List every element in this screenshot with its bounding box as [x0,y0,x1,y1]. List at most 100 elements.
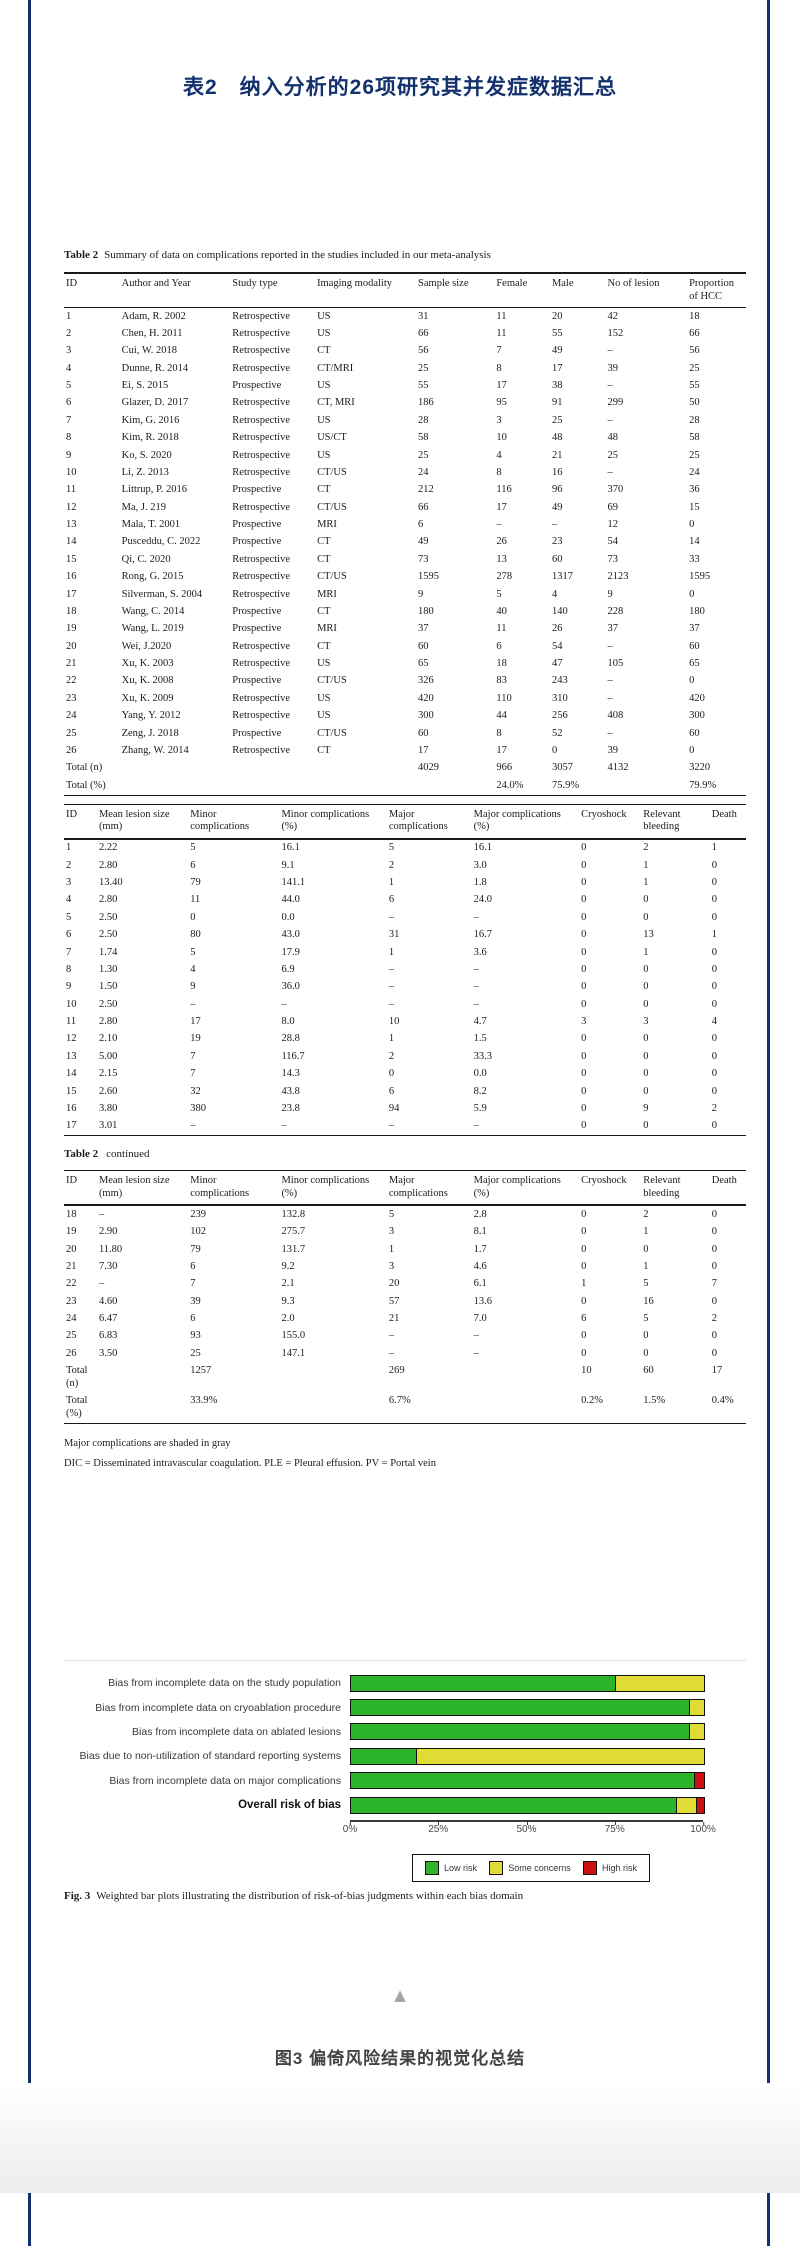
table-cell: 25 [551,414,563,426]
complications-table-body: 1 2.22 5 16.1 5 16.1 0 2 1 2 2.80 6 9.1 2 3.0 0 1 0 3 13.40… [64,839,746,1136]
table-cell: CT/US [317,466,347,478]
complications-table: ID Mean lesion size (mm) Minor complicatio… [64,803,746,1137]
table-row: 17 Silverman, S. 2004 Retrospective MRI 9 5 4 9… [64,586,746,603]
table-cell: 0 [190,911,196,923]
column-header: ID [64,804,97,840]
table-cell: 7 [66,414,72,426]
table-cell: 12 [66,501,77,513]
table-cell: 11.80 [98,1243,123,1255]
figure3-caption-label: Fig. 3 [64,1890,91,1902]
table-cell: CT/US [317,501,347,513]
table-cell [279,1393,386,1423]
table2-continued-bold: Table 2 [64,1148,99,1161]
table-cell: 37 [418,623,429,635]
table-cell: 17 [496,744,507,756]
figure3-caption: Fig. 3 Weighted bar plots illustrating th… [64,1889,746,1903]
table-cell: 6.7% [388,1395,411,1407]
bar-segment [416,1748,704,1764]
table-cell: Rong, G. 2015 [121,571,184,583]
column-header: Major complications (%) [471,1170,580,1207]
table-row: Total (n) 4029 966 3057 4132 3220 [64,760,746,777]
table-cell: – [190,998,196,1010]
table-cell: Retrospective [232,310,291,322]
table-cell: 16.1 [473,842,493,854]
table-cell: Ei, S. 2015 [121,380,169,392]
table-cell: 4 [190,963,196,975]
table-cell: 6.47 [98,1313,118,1325]
table-cell: 0 [581,1208,587,1220]
table-cell [315,760,416,777]
table-cell: 2.50 [98,998,118,1010]
table-cell: 140 [551,605,568,617]
collapse-up-icon[interactable]: ▲ [0,1986,800,2004]
table-row: 24 Yang, Y. 2012 Retrospective US 300 44 256 40… [64,708,746,725]
table-cell: 20 [388,1278,400,1290]
table-cell: 0 [643,1330,649,1342]
table-cell: Prospective [232,519,282,531]
table-cell: 5 [388,842,395,854]
table-cell: 9 [66,981,72,993]
table-cell: 6.83 [98,1330,118,1342]
table-cell: 1595 [689,571,711,583]
table-cell: 28 [418,414,429,426]
stacked-bar [350,1796,705,1814]
table-cell: Li, Z. 2013 [121,466,169,478]
table-cell: 152 [607,327,624,339]
axis-tick-label: 100% [690,1822,716,1836]
table-cell: 2 [711,1313,717,1325]
table-cell: 54 [607,536,619,548]
table-row: 24 6.47 6 2.0 21 7.0 6 5 2 [64,1311,746,1328]
table-cell: Wang, L. 2019 [121,623,184,635]
table-cell: 6 [66,929,72,941]
table-cell: 7.30 [98,1260,118,1272]
table-cell: 0 [581,963,587,975]
table-cell: 1595 [418,571,440,583]
table-cell: US/CT [317,432,347,444]
table-cell: 0 [581,1085,587,1097]
table-cell: CT [317,536,331,548]
table-cell: 1 [388,877,395,889]
table-cell: 3 [496,414,502,426]
chart-category-label: Bias from incomplete data on the study p… [108,1677,341,1690]
table-cell: Ko, S. 2020 [121,449,172,461]
table-cell [315,777,416,795]
table-cell: 9.3 [281,1295,295,1307]
table-cell: 3.01 [98,1120,118,1132]
table-cell: 66 [418,501,429,513]
table-cell: 2 [643,842,649,854]
bar-segment [695,1797,704,1813]
table-cell: 18 [66,605,77,617]
table-cell: 0 [581,1050,587,1062]
column-header: Relevant bleeding [641,804,710,840]
table-cell: – [551,519,558,531]
table-cell: Kim, R. 2018 [121,432,179,444]
table-row: 14 Pusceddu, C. 2022 Prospective CT 49 26 23 54… [64,534,746,551]
stacked-bar [350,1674,705,1692]
table-cell: 37 [689,623,700,635]
table-cell: 7 [190,1068,196,1080]
table-row: 25 Zeng, J. 2018 Prospective CT/US 60 8 52 – 60 [64,725,746,742]
table-cell: 7.0 [473,1313,487,1325]
table-cell: 1.7 [473,1243,487,1255]
figure3-caption-text: Weighted bar plots illustrating the dist… [96,1890,524,1902]
table-cell: 60 [689,727,700,739]
risk-of-bias-chart: Bias from incomplete data on the study p… [64,1660,746,1883]
table-cell: 23 [66,692,77,704]
table-cell: CT/MRI [317,362,354,374]
page-title: 表2 纳入分析的26项研究其并发症数据汇总 [182,76,618,99]
table-cell: 0 [643,1068,649,1080]
column-header: Major complications [386,1170,472,1207]
table-row: 3 13.40 79 141.1 1 1.8 0 1 0 [64,875,746,892]
table-cell: 8 [496,362,502,374]
chart-row: Bias from incomplete data on ablated les… [64,1720,746,1744]
table-cell: 4.6 [473,1260,487,1272]
table-row: 14 2.15 7 14.3 0 0.0 0 0 0 [64,1066,746,1083]
table-cell: 15 [689,501,700,513]
table-cell: Prospective [232,727,282,739]
table-cell: 18 [66,1208,77,1220]
table-cell: Wei, J.2020 [121,640,172,652]
table-cell: 25 [689,449,700,461]
table-cell: 180 [689,605,705,617]
table-cell: 2123 [607,571,629,583]
table-cell: – [607,675,613,687]
